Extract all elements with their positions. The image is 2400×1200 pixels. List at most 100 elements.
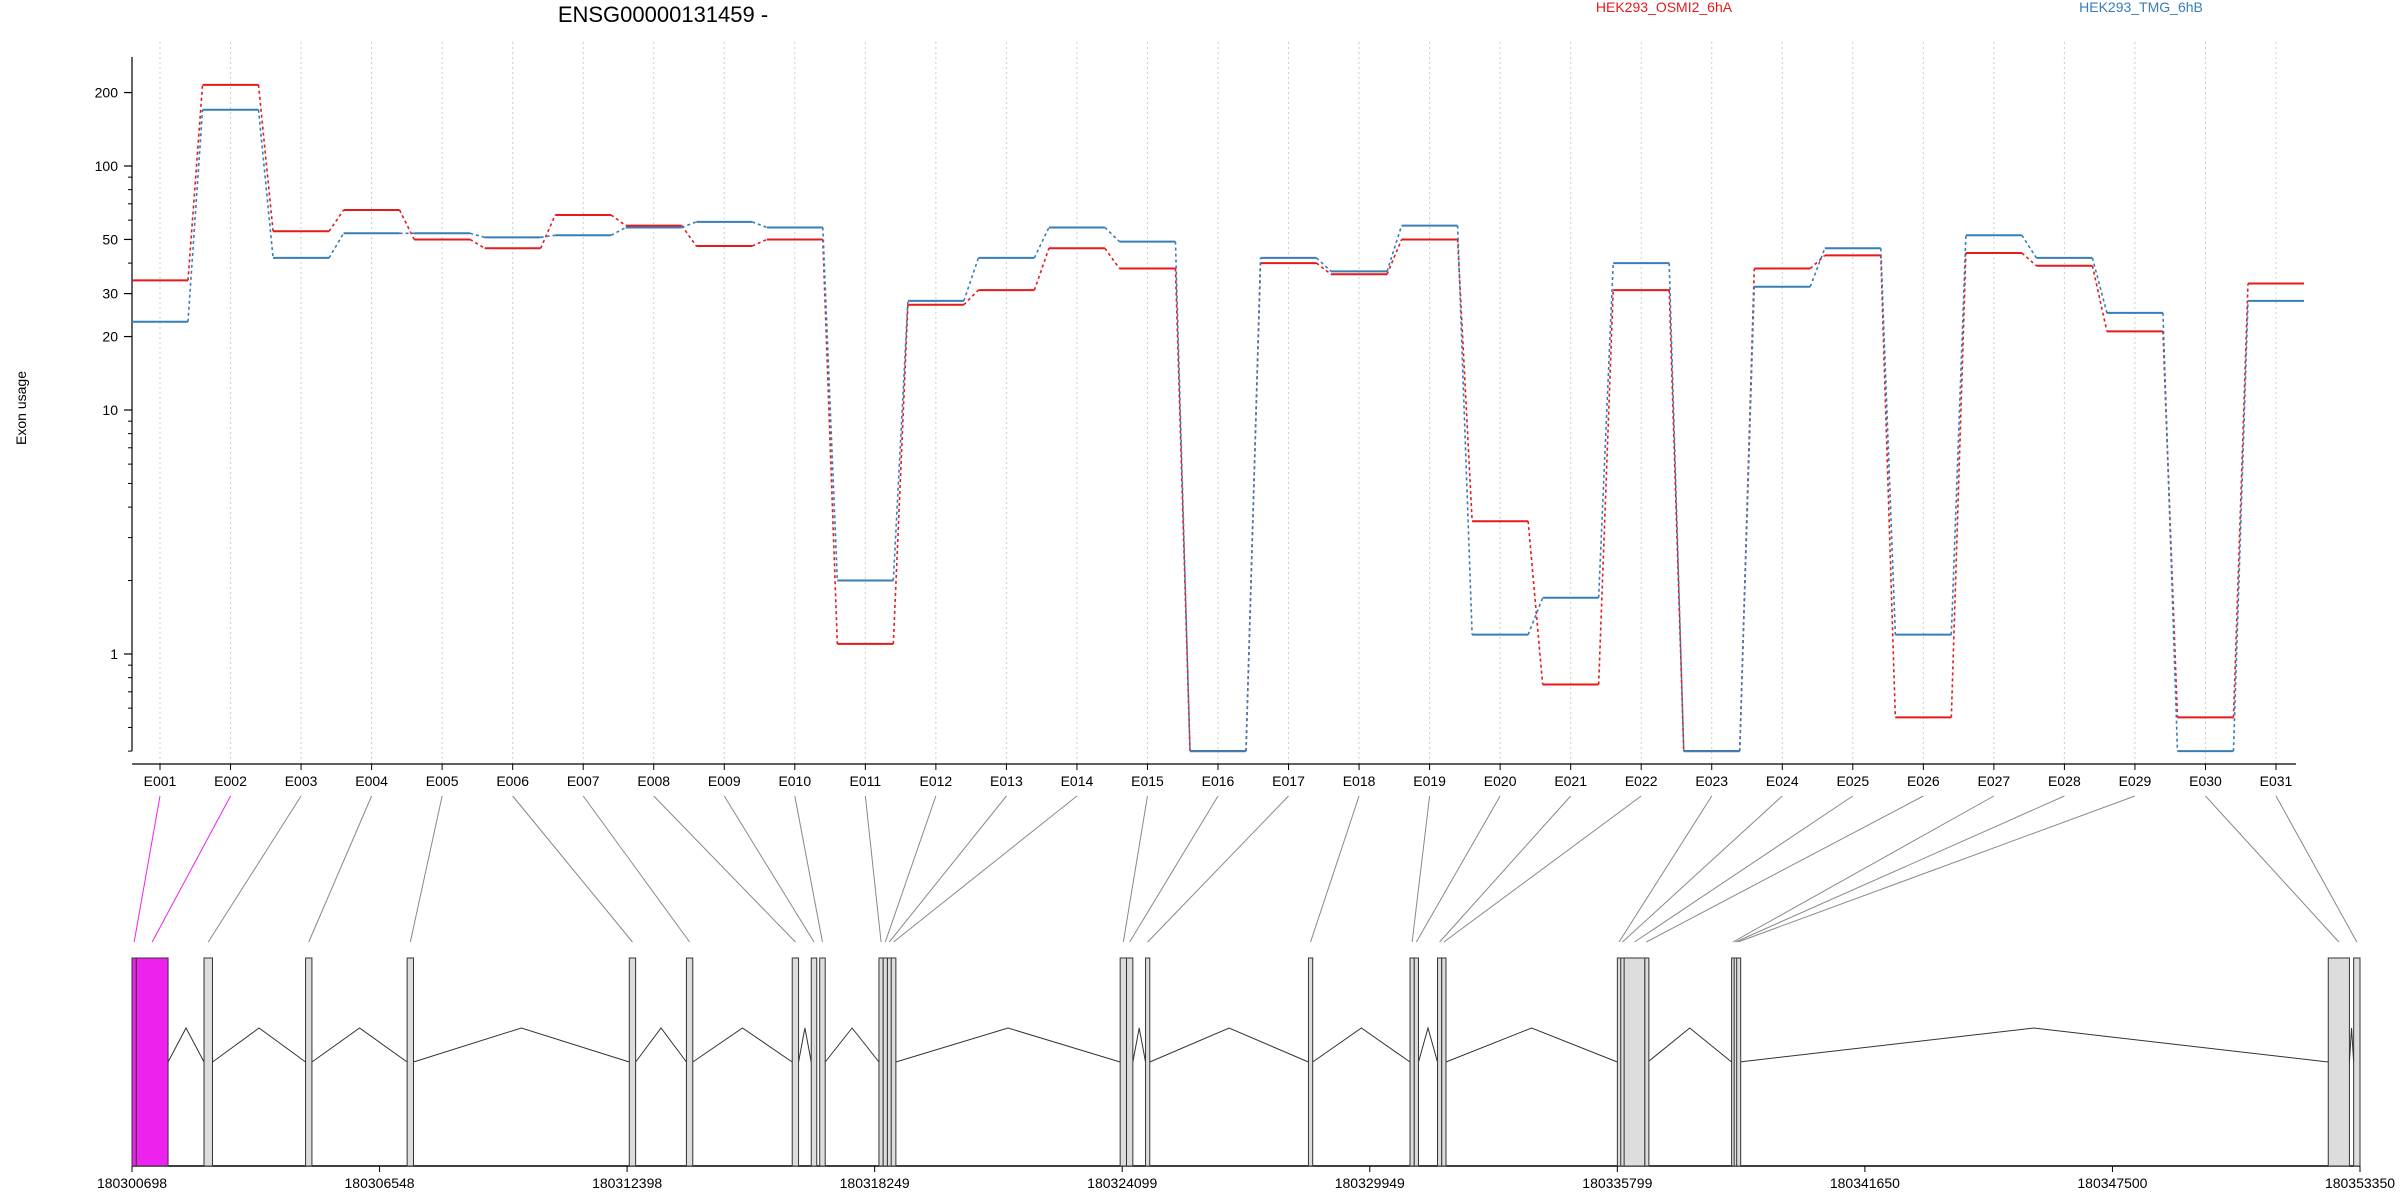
series-1-connector bbox=[1527, 521, 1544, 685]
exon-connector bbox=[308, 795, 373, 943]
series-1-connector bbox=[892, 304, 909, 644]
series-2-connector bbox=[610, 226, 627, 236]
coordinate-label: 180335799 bbox=[1582, 1175, 1652, 1191]
exon-connector bbox=[1622, 795, 1783, 943]
coordinate-label: 180312398 bbox=[592, 1175, 662, 1191]
intron-line bbox=[1149, 1027, 1309, 1063]
exon-box bbox=[685, 957, 694, 1167]
exon-connector bbox=[582, 795, 690, 943]
series-2-connector bbox=[2021, 234, 2038, 259]
exon-box bbox=[2353, 957, 2361, 1167]
exon-connector bbox=[1129, 795, 1219, 943]
series-1-connector bbox=[2091, 265, 2108, 332]
coordinate-label: 180300698 bbox=[97, 1175, 167, 1191]
legend-entry-series-2: HEK293_TMG_6hB bbox=[2079, 0, 2203, 15]
series-1-connector bbox=[398, 209, 415, 240]
legend-entry-series-1: HEK293_OSMI2_6hA bbox=[1596, 0, 1733, 15]
exon-box bbox=[810, 957, 818, 1167]
series-2-connector bbox=[1456, 225, 1473, 635]
intron-line bbox=[692, 1027, 793, 1063]
x-tick-label: E006 bbox=[496, 773, 529, 789]
intron-line bbox=[1739, 1027, 2329, 1063]
x-tick-label: E014 bbox=[1061, 773, 1094, 789]
series-2-connector bbox=[822, 227, 839, 581]
exon-box bbox=[1736, 957, 1742, 1167]
x-tick-label: E012 bbox=[920, 773, 953, 789]
intron-line bbox=[1647, 1027, 1732, 1063]
exon-connector bbox=[1737, 795, 2136, 943]
series-2-connector bbox=[1809, 248, 1826, 288]
series-1-connector bbox=[681, 225, 697, 247]
exon-connector bbox=[2205, 795, 2340, 943]
series-2-connector bbox=[1386, 225, 1403, 272]
x-tick-label: E031 bbox=[2260, 773, 2293, 789]
series-1-connector bbox=[1104, 247, 1121, 269]
x-tick-label: E010 bbox=[778, 773, 811, 789]
exon-box bbox=[135, 957, 169, 1167]
series-1-connector bbox=[1950, 252, 1967, 718]
exon-connector bbox=[1732, 795, 1995, 943]
exon-connector bbox=[512, 795, 633, 943]
exon-connector bbox=[1735, 795, 2065, 943]
exon-connector bbox=[723, 795, 815, 943]
exon-box bbox=[1413, 957, 1419, 1167]
exon-box bbox=[203, 957, 213, 1167]
y-tick-label: 1 bbox=[110, 646, 118, 662]
series-2-connector bbox=[1174, 241, 1191, 752]
exon-connector bbox=[133, 795, 161, 943]
x-tick-label: E008 bbox=[637, 773, 670, 789]
exon-box bbox=[819, 957, 826, 1167]
exon-connector-lines bbox=[133, 795, 2358, 943]
x-tick-label: E027 bbox=[1978, 773, 2011, 789]
exon-box bbox=[1441, 957, 1447, 1167]
series-1-connector bbox=[1033, 248, 1050, 291]
exon-connector bbox=[1415, 795, 1501, 943]
exon-connector bbox=[207, 795, 302, 943]
exon-box bbox=[1623, 957, 1646, 1167]
exon-box bbox=[1409, 957, 1415, 1167]
series-2-connector bbox=[751, 221, 768, 229]
series-2-connector bbox=[1738, 286, 1756, 752]
exon-connector bbox=[888, 795, 1007, 943]
exon-connector bbox=[1122, 795, 1148, 943]
x-tick-label: E021 bbox=[1554, 773, 1587, 789]
coordinate-label: 180341650 bbox=[1830, 1175, 1900, 1191]
series-2-connector bbox=[2091, 257, 2108, 314]
exon-box bbox=[791, 957, 800, 1167]
series-2-connector bbox=[328, 232, 345, 259]
series-1-connector bbox=[2232, 283, 2249, 718]
series-2-connector bbox=[257, 109, 274, 259]
intron-line bbox=[824, 1027, 880, 1063]
series-1-connector bbox=[751, 238, 768, 247]
exon-connector bbox=[653, 795, 796, 943]
y-axis-label: Exon usage bbox=[13, 371, 29, 445]
intron-line bbox=[2348, 1027, 2355, 1063]
series-1-connector bbox=[257, 84, 274, 232]
x-tick-label: E023 bbox=[1695, 773, 1728, 789]
x-tick-label: E007 bbox=[567, 773, 600, 789]
series-1-connector bbox=[1880, 255, 1897, 718]
x-tick-label: E029 bbox=[2119, 773, 2152, 789]
intron-line bbox=[212, 1027, 306, 1063]
exon-connector bbox=[1634, 795, 1854, 943]
series-1-connector bbox=[2021, 252, 2037, 267]
intron-line bbox=[413, 1027, 630, 1063]
series-1-connector bbox=[328, 209, 345, 232]
series-1-connector bbox=[187, 84, 204, 281]
exon-connector bbox=[864, 795, 882, 943]
x-tick-label: E022 bbox=[1625, 773, 1658, 789]
y-tick-label: 200 bbox=[95, 85, 119, 101]
series-1-connector bbox=[1456, 239, 1473, 522]
series-1-connector bbox=[610, 214, 627, 227]
intron-line bbox=[1445, 1027, 1618, 1063]
series-1-connector bbox=[1597, 290, 1614, 685]
exon-connector bbox=[151, 795, 231, 943]
series-2 bbox=[132, 108, 2304, 753]
exon-connector bbox=[1147, 795, 1289, 943]
exon-box bbox=[1307, 957, 1314, 1167]
intron-line bbox=[1417, 1026, 1439, 1063]
intron-line bbox=[167, 1026, 205, 1063]
x-tick-label: E018 bbox=[1343, 773, 1376, 789]
series-2-connector bbox=[469, 232, 485, 239]
